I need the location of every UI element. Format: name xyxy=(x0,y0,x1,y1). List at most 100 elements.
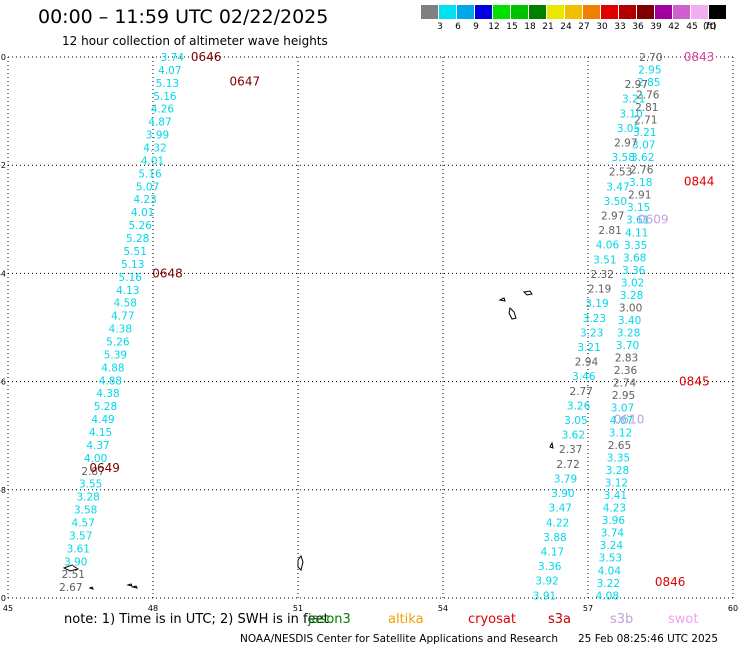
wave-height-value: 2.81 xyxy=(635,102,658,114)
wave-height-value: 3.40 xyxy=(618,315,641,327)
pass-time-label: 0844 xyxy=(684,174,715,188)
wave-height-value: 3.35 xyxy=(624,240,647,252)
lon-tick-label: 54 xyxy=(438,604,448,612)
wave-height-value: 3.90 xyxy=(551,488,574,500)
wave-height-value: 3.41 xyxy=(604,490,627,502)
wave-height-value: 4.57 xyxy=(72,518,95,530)
wave-height-value: 4.88 xyxy=(101,362,124,374)
wave-height-value: 4.15 xyxy=(89,427,112,439)
satellite-label: altika xyxy=(388,612,424,627)
island-outline xyxy=(88,586,94,590)
wave-height-value: 4.11 xyxy=(625,227,648,239)
wave-height-value: 3.96 xyxy=(602,515,626,527)
island-outline xyxy=(62,564,80,572)
wave-height-value: 3.57 xyxy=(69,530,92,542)
wave-height-value: 3.70 xyxy=(616,340,639,352)
wave-height-value: 2.97 xyxy=(625,79,648,91)
wave-height-value: 3.90 xyxy=(64,556,87,568)
wave-height-value: 3.61 xyxy=(67,543,90,555)
legend-swatch xyxy=(529,5,546,19)
wave-height-value: 3.74 xyxy=(161,52,185,64)
wave-height-value: 3.55 xyxy=(79,479,102,491)
wave-height-value: 3.21 xyxy=(622,94,645,106)
wave-height-value: 4.01 xyxy=(131,207,154,219)
wave-height-value: 5.07 xyxy=(136,181,159,193)
legend-swatch xyxy=(673,5,690,19)
wave-height-value: 2.97 xyxy=(614,137,637,149)
lon-tick-label: 60 xyxy=(728,604,738,612)
wave-height-value: 2.95 xyxy=(612,390,635,402)
wave-height-value: 3.22 xyxy=(597,578,620,590)
wave-height-value: 4.07 xyxy=(610,415,633,427)
legend-level-label: 9 xyxy=(473,22,479,32)
legend-level-label: 42 xyxy=(668,22,680,32)
legend-level-label: 70 xyxy=(704,22,716,32)
wave-height-value: 2.77 xyxy=(570,386,593,398)
wave-height-value: 5.28 xyxy=(126,233,149,245)
pass-time-label: 0609 xyxy=(638,212,669,226)
wave-height-value: 5.13 xyxy=(121,259,144,271)
wave-height-value: 4.07 xyxy=(158,65,181,77)
legend-level-label: 45 xyxy=(686,22,698,32)
wave-height-value: 4.32 xyxy=(143,143,166,155)
legend-swatch xyxy=(511,5,528,19)
wave-height-value: 3.68 xyxy=(623,252,646,264)
wave-height-value: 2.32 xyxy=(591,269,614,281)
wave-height-value: 2.95 xyxy=(638,65,661,77)
wave-height-value: 4.04 xyxy=(598,565,622,577)
wave-height-value: 3.05 xyxy=(617,123,640,135)
legend-level-label: 21 xyxy=(542,22,554,32)
pass-time-label: 0610 xyxy=(614,412,645,426)
legend-level-label: 36 xyxy=(632,22,644,32)
wave-height-value: 4.49 xyxy=(91,414,114,426)
wave-height-value: 3.62 xyxy=(631,152,654,164)
island-outline xyxy=(297,554,304,571)
wave-height-value: 3.47 xyxy=(606,181,629,193)
footer-note: note: 1) Time is in UTC; 2) SWH is in fe… xyxy=(64,612,329,627)
island-outline xyxy=(498,297,506,302)
wave-height-value: 2.85 xyxy=(637,77,660,89)
legend-level-label: 39 xyxy=(650,22,662,32)
wave-height-value: 3.24 xyxy=(600,540,624,552)
wave-height-value: 3.46 xyxy=(572,371,596,383)
wave-height-value: 3.62 xyxy=(562,430,585,442)
wave-height-value: 4.01 xyxy=(141,155,164,167)
wave-height-value: 2.76 xyxy=(630,165,654,177)
wave-height-value: 3.92 xyxy=(535,576,558,588)
wave-height-value: 4.88 xyxy=(99,375,122,387)
wave-height-value: 2.70 xyxy=(639,52,662,64)
wave-height-value: 3.12 xyxy=(605,478,628,490)
lat-tick-label: -10 xyxy=(0,594,6,603)
wave-height-value: 2.72 xyxy=(556,459,579,471)
wave-height-map[interactable]: 4548515457600-2-4-6-8-103.744.075.135.16… xyxy=(0,0,740,612)
legend-swatch xyxy=(439,5,456,19)
wave-height-value: 4.87 xyxy=(148,117,171,129)
legend-level-label: 30 xyxy=(596,22,608,32)
legend-swatch xyxy=(619,5,636,19)
chart-subtitle: 12 hour collection of altimeter wave hei… xyxy=(62,34,328,48)
lat-tick-label: -6 xyxy=(0,378,6,387)
island-outline xyxy=(131,585,138,589)
wave-height-value: 3.36 xyxy=(622,265,646,277)
legend-swatch xyxy=(547,5,564,19)
lon-tick-label: 45 xyxy=(3,604,13,612)
legend-level-label: 24 xyxy=(560,22,572,32)
wave-height-value: 5.39 xyxy=(104,349,127,361)
wave-height-value: 2.83 xyxy=(615,352,638,364)
wave-height-value: 5.16 xyxy=(153,91,177,103)
legend-swatch xyxy=(421,5,438,19)
island-outline xyxy=(126,583,133,587)
wave-height-value: 3.19 xyxy=(585,298,608,310)
wave-height-value: 4.77 xyxy=(111,311,134,323)
wave-height-value: 5.51 xyxy=(124,246,147,258)
legend-swatch xyxy=(475,5,492,19)
wave-height-value: 5.28 xyxy=(94,401,117,413)
wave-height-value: 3.05 xyxy=(564,415,587,427)
wave-height-value: 3.12 xyxy=(609,428,632,440)
wave-height-value: 4.23 xyxy=(603,503,626,515)
legend-level-label: 18 xyxy=(524,22,536,32)
wave-height-value: 2.36 xyxy=(614,365,638,377)
wave-height-value: 2.37 xyxy=(559,444,582,456)
wave-height-value: 3.74 xyxy=(601,528,625,540)
wave-height-value: 5.26 xyxy=(128,220,152,232)
